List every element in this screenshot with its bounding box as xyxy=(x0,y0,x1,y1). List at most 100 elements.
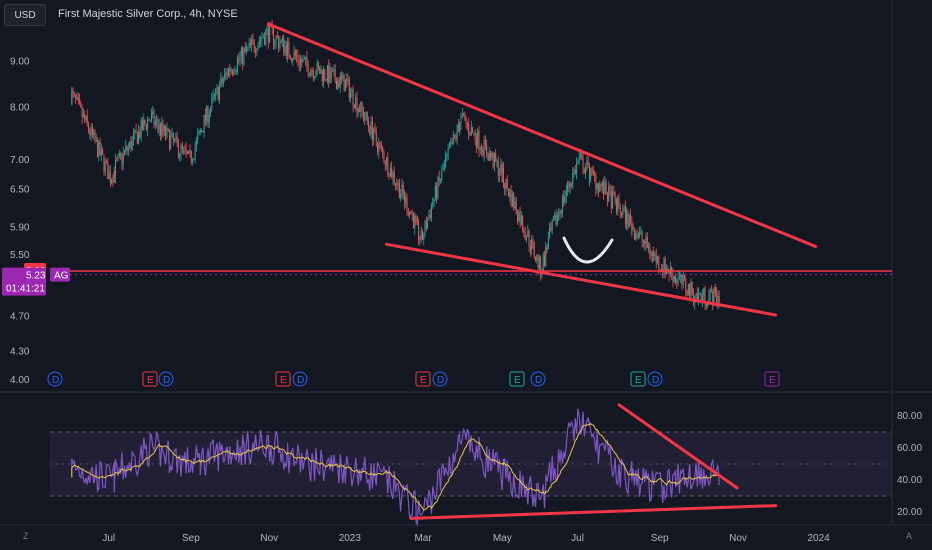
candle xyxy=(482,146,484,158)
candle-body xyxy=(93,131,95,135)
candle xyxy=(94,129,96,144)
candle-body xyxy=(177,142,179,158)
candle xyxy=(197,128,199,145)
candle-body xyxy=(157,119,159,127)
candle xyxy=(601,180,603,194)
candle xyxy=(132,127,134,146)
candle xyxy=(324,68,326,82)
candle-body xyxy=(523,229,525,233)
candle-body xyxy=(285,45,287,57)
candle xyxy=(188,149,190,154)
symbol-box xyxy=(50,267,70,282)
candle xyxy=(328,59,330,88)
candle-body xyxy=(269,24,271,43)
candle xyxy=(368,116,370,133)
candle xyxy=(519,206,521,229)
candle-body xyxy=(145,124,147,130)
candle-body xyxy=(398,182,400,199)
candle xyxy=(645,232,647,251)
candle xyxy=(190,150,192,166)
rsi-panel[interactable] xyxy=(50,408,892,528)
candle xyxy=(353,103,355,109)
candle-body xyxy=(393,172,395,183)
candle-body xyxy=(492,153,494,168)
candle xyxy=(432,197,434,210)
candle-body xyxy=(265,30,267,45)
event-marker: E xyxy=(630,371,646,387)
candle xyxy=(226,68,228,80)
candle xyxy=(615,197,617,215)
candle xyxy=(362,106,364,123)
candle-body xyxy=(352,89,354,106)
event-marker-label: E xyxy=(420,375,427,386)
candle-body xyxy=(82,114,84,118)
candle xyxy=(568,180,570,193)
candle-body xyxy=(233,72,235,74)
candle xyxy=(635,230,637,242)
candle-body xyxy=(123,150,125,153)
candle-body xyxy=(387,157,389,175)
candle-body xyxy=(289,55,291,60)
candle-body xyxy=(303,59,305,60)
candle xyxy=(174,138,176,143)
candle-body xyxy=(488,152,490,161)
candle xyxy=(117,153,119,162)
candle xyxy=(111,178,113,185)
candle-body xyxy=(249,42,251,46)
candle xyxy=(650,249,652,262)
candle-body xyxy=(357,108,359,113)
candle-body xyxy=(219,86,221,100)
candle-body xyxy=(641,231,643,242)
candle-body xyxy=(377,142,379,153)
candle xyxy=(705,303,707,311)
candle xyxy=(184,144,186,155)
candle xyxy=(118,149,120,159)
price-tick-label: 9.00 xyxy=(10,56,30,67)
candle-body xyxy=(642,240,644,242)
candle xyxy=(642,239,644,247)
candle-body xyxy=(157,126,159,130)
candle xyxy=(102,147,104,155)
candle xyxy=(636,228,638,240)
candle xyxy=(558,208,560,221)
candle-body xyxy=(115,159,117,177)
time-tick-label: Sep xyxy=(182,533,200,544)
candle xyxy=(403,189,405,210)
candle xyxy=(644,239,646,250)
candle-body xyxy=(325,79,327,81)
candle xyxy=(673,275,675,284)
candle xyxy=(275,35,277,49)
auto-scale-icon[interactable]: A xyxy=(906,531,913,541)
candle xyxy=(691,281,693,296)
candle xyxy=(109,165,111,188)
candle xyxy=(267,21,269,49)
candle-body xyxy=(396,184,398,186)
candle-body xyxy=(484,139,486,145)
candle xyxy=(628,213,630,228)
candle-body xyxy=(519,212,521,225)
candle xyxy=(306,50,308,72)
candle xyxy=(377,141,379,156)
candle xyxy=(116,156,118,162)
candle-body xyxy=(248,42,250,47)
candle xyxy=(177,138,179,159)
timezone-icon[interactable]: Z xyxy=(23,531,29,541)
event-marker: D xyxy=(158,371,174,387)
candle xyxy=(463,112,465,118)
event-marker-label: E xyxy=(280,375,287,386)
candle-body xyxy=(351,89,353,92)
candle-body xyxy=(112,179,114,183)
candle xyxy=(630,208,632,226)
candle-body xyxy=(149,119,151,121)
candle xyxy=(388,172,390,180)
rsi-ma-line xyxy=(71,422,720,511)
event-marker-shape xyxy=(415,371,431,387)
candle-body xyxy=(246,46,248,52)
candle-body xyxy=(430,206,432,218)
currency-button[interactable]: USD xyxy=(4,4,46,26)
candle xyxy=(681,273,683,290)
candle-body xyxy=(573,169,575,173)
candle-body xyxy=(469,133,471,136)
candle xyxy=(577,159,579,165)
